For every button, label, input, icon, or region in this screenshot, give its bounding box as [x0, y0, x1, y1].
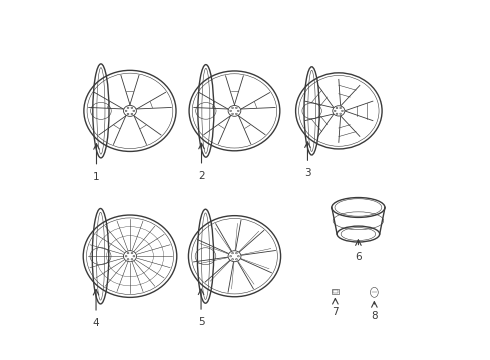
Text: 7: 7 [332, 307, 339, 317]
Text: 2: 2 [198, 171, 205, 181]
Bar [333, 290, 338, 293]
Text: 4: 4 [93, 318, 99, 328]
Text: 5: 5 [198, 318, 204, 327]
Text: 8: 8 [371, 311, 378, 321]
Text: 6: 6 [355, 252, 362, 262]
Bar [332, 289, 339, 294]
Text: 1: 1 [93, 172, 100, 182]
Text: 3: 3 [304, 168, 311, 179]
